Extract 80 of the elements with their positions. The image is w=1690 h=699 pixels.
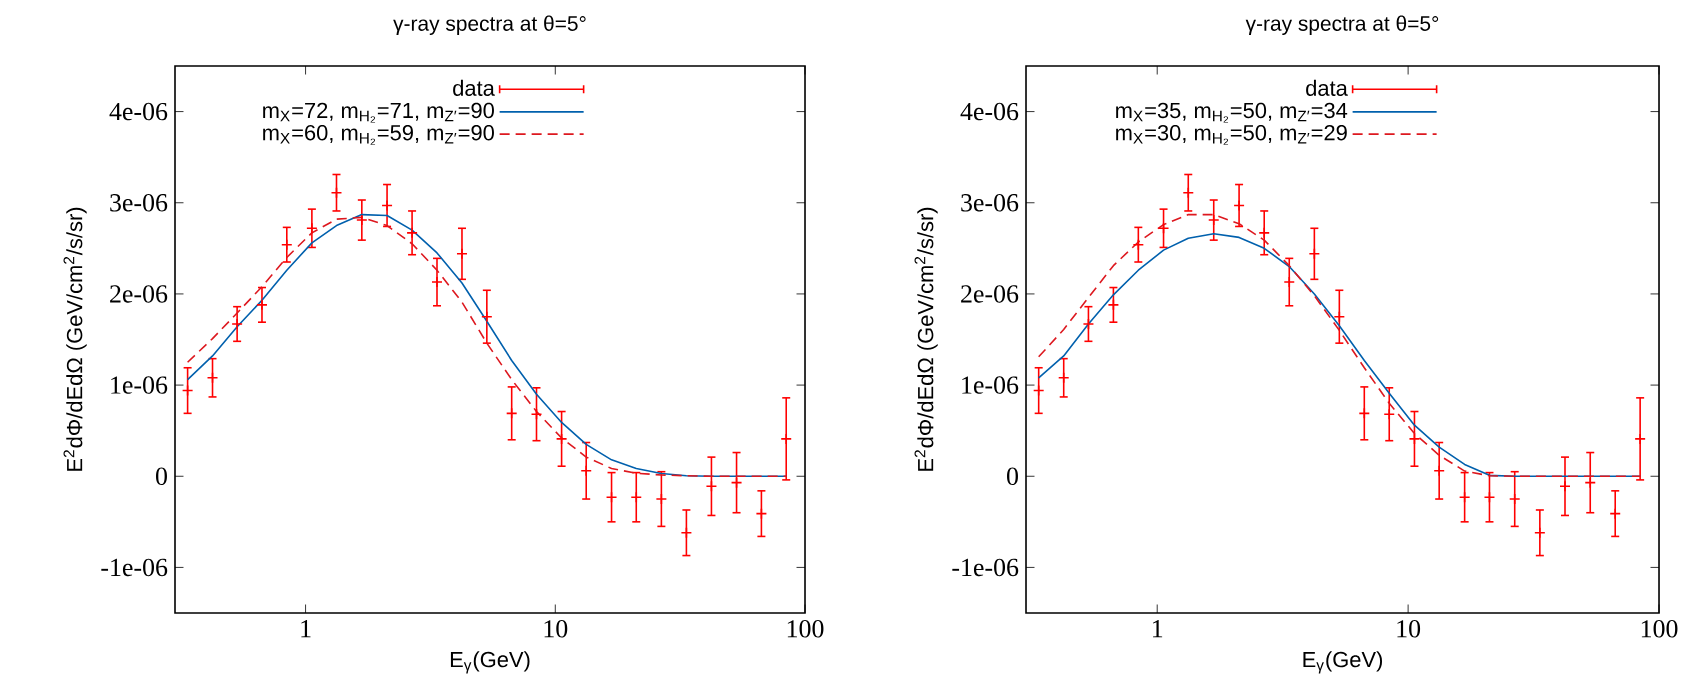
legend-label: data [1306, 79, 1348, 96]
point [1358, 407, 1371, 420]
point [206, 371, 219, 384]
legend-label: m$_{X}$=30, m$_{H₂}$=50, m$_{Z′}$=29 [1116, 124, 1347, 145]
point [280, 238, 293, 251]
point [505, 407, 518, 420]
point [1609, 507, 1622, 520]
y-tick-label: -1e-06 [101, 558, 168, 577]
y-tick-label: -1e-06 [952, 558, 1019, 577]
point [530, 408, 543, 421]
point [1559, 480, 1571, 493]
x-axis-title: E$_{γ}$(GeV) [1303, 651, 1383, 674]
point [1157, 222, 1170, 235]
point [1283, 276, 1296, 288]
point [1433, 464, 1445, 477]
point [231, 318, 243, 330]
y-tick-label: 0 [156, 467, 167, 485]
point [730, 476, 743, 489]
y-tick-label: 2e-06 [110, 285, 168, 303]
point [181, 384, 194, 397]
point [256, 299, 268, 311]
point [1408, 433, 1421, 445]
x-tick-label: 10 [544, 620, 568, 638]
y-tick-label: 4e-06 [960, 102, 1019, 121]
point [1182, 186, 1195, 199]
x-tick-label: 10 [1397, 620, 1421, 638]
legend-label: m$_{X}$=60, m$_{H₂}$=59, m$_{Z′}$=90 [263, 124, 494, 145]
point [1207, 214, 1220, 226]
y-tick-label: 3e-06 [961, 194, 1019, 212]
point [555, 433, 568, 445]
x-tick-label: 1 [1153, 620, 1163, 638]
point [1233, 199, 1245, 212]
point [1132, 238, 1145, 251]
point [1057, 371, 1070, 384]
point [330, 186, 343, 199]
point [1458, 491, 1471, 504]
y-tick-label: 1e-06 [111, 376, 168, 394]
point [306, 222, 318, 235]
y-tick-label: 2e-06 [961, 285, 1019, 303]
point [1534, 526, 1546, 539]
y-tick-label: 1e-06 [962, 376, 1019, 394]
point [705, 480, 718, 493]
y-tick-label: 0 [1007, 467, 1018, 485]
y-tick-label: 3e-06 [110, 194, 168, 212]
point [580, 464, 593, 477]
point [1634, 433, 1646, 445]
x-tick-label: 100 [787, 620, 824, 638]
point [605, 491, 618, 504]
point [1032, 384, 1045, 397]
x-tick-label: 100 [1641, 620, 1678, 638]
legend-label: data [453, 79, 495, 96]
y-tick-label: 4e-06 [109, 102, 168, 121]
point [1508, 493, 1521, 505]
point [630, 491, 643, 504]
point [1107, 299, 1120, 311]
point [456, 248, 468, 260]
point [481, 310, 493, 323]
point [680, 526, 693, 539]
point [381, 199, 393, 212]
point [356, 214, 368, 226]
point [1258, 227, 1271, 239]
legend-label: m$_{X}$=35, m$_{H₂}$=50, m$_{Z′}$=34 [1116, 102, 1348, 123]
point [780, 433, 793, 445]
x-tick-label: 1 [301, 620, 311, 638]
point [431, 276, 443, 288]
y-axis-title: E$^{2}$dΦ/dEdΩ (GeV/cm$^{2}$/s/sr) [914, 207, 938, 471]
point [1383, 408, 1396, 421]
point [1082, 318, 1095, 330]
x-axis-title: E$_{γ}$(GeV) [450, 651, 530, 674]
point [1483, 491, 1496, 504]
y-axis-title: E$^{2}$dΦ/dEdΩ (GeV/cm$^{2}$/s/sr) [63, 207, 87, 471]
chart-title: γ-ray spectra at θ=5° [393, 15, 586, 36]
point [1584, 476, 1597, 489]
legend-label: m$_{X}$=72, m$_{H₂}$=71, m$_{Z′}$=90 [263, 102, 494, 123]
point [755, 507, 768, 520]
point [1333, 310, 1346, 323]
chart-title: γ-ray spectra at θ=5° [1245, 15, 1439, 36]
point [406, 227, 418, 239]
point [1308, 248, 1321, 260]
point [655, 493, 668, 505]
